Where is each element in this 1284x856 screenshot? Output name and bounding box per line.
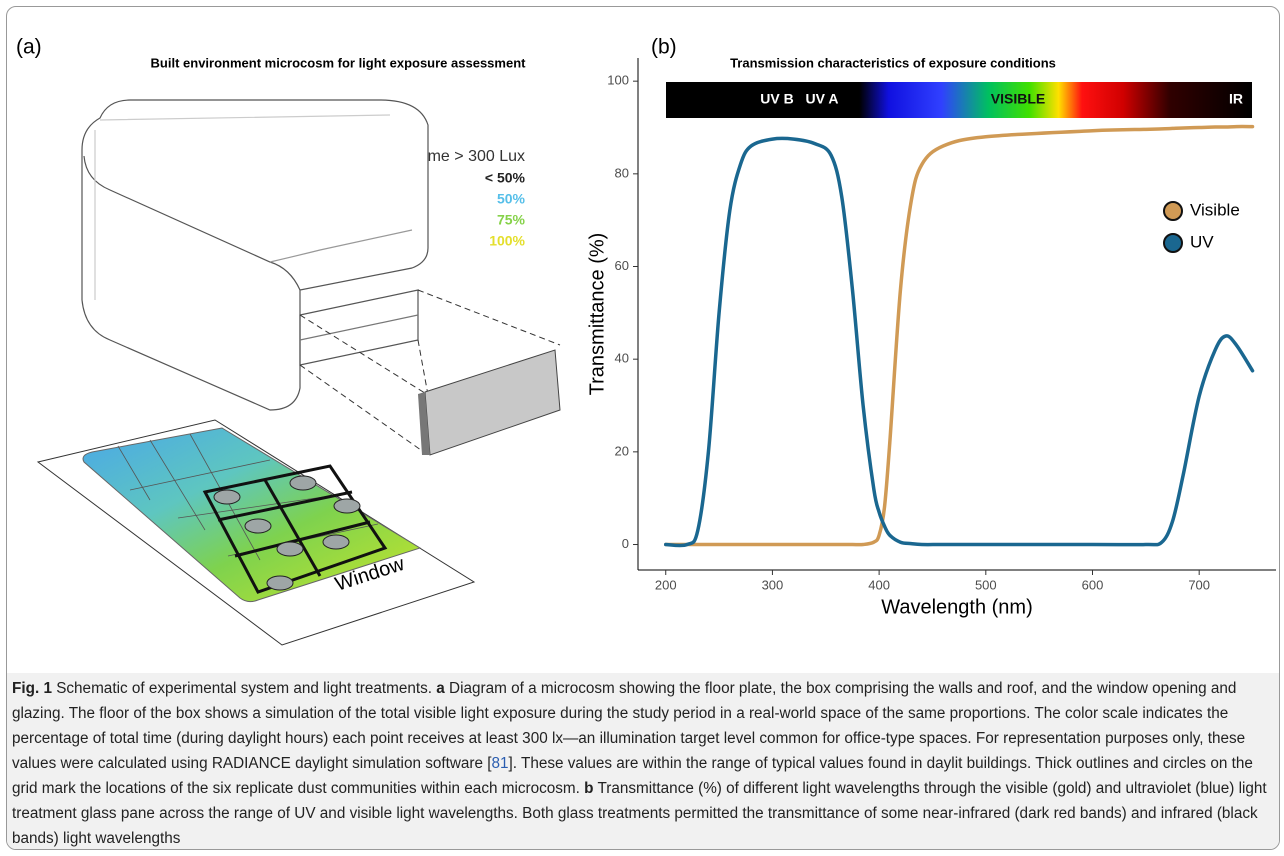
y-tick-label: 20 bbox=[615, 443, 629, 458]
caption-text: ]. These values are within the range of … bbox=[12, 755, 1253, 797]
glazing-pane bbox=[424, 349, 561, 456]
legend-item: < 50% bbox=[485, 170, 526, 186]
legend-item: 50% bbox=[497, 191, 526, 207]
caption-background bbox=[7, 673, 1279, 849]
caption-text: Diagram of a microcosm showing the floor… bbox=[12, 680, 1246, 772]
data-line bbox=[663, 124, 1255, 547]
panel-title: Built environment microcosm for light ex… bbox=[151, 55, 527, 70]
y-tick-label: 0 bbox=[622, 536, 629, 551]
citation[interactable]: 81 bbox=[491, 755, 509, 772]
x-tick-label: 400 bbox=[868, 577, 890, 592]
panel-label: (a) bbox=[16, 36, 42, 59]
spectrum-label: IR bbox=[1229, 91, 1243, 107]
figure-label: Fig. 1 bbox=[12, 680, 52, 697]
figure: (a) Built environment microcosm for ligh… bbox=[16, 36, 1276, 646]
x-tick-label: 200 bbox=[655, 577, 677, 592]
x-tick-label: 600 bbox=[1082, 577, 1104, 592]
legend-marker bbox=[1163, 233, 1183, 253]
y-tick-label: 100 bbox=[607, 73, 629, 88]
legend-marker bbox=[1163, 201, 1183, 221]
caption-text: Transmittance (%) of different light wav… bbox=[12, 780, 1267, 847]
legend-item: 75% bbox=[497, 212, 526, 228]
panel-label: (b) bbox=[651, 36, 677, 59]
panel-ref: a bbox=[436, 680, 445, 697]
floor-simulation bbox=[82, 427, 422, 603]
y-tick-label: 40 bbox=[615, 351, 629, 366]
data-line bbox=[663, 136, 1255, 548]
legend-label: Visible bbox=[1190, 200, 1240, 219]
legend-item: 100% bbox=[489, 233, 525, 249]
x-axis-title: Wavelength (nm) bbox=[881, 596, 1033, 618]
legend-title: % Time > 300 Lux bbox=[396, 148, 525, 165]
y-tick-label: 60 bbox=[615, 258, 629, 273]
x-tick-label: 500 bbox=[975, 577, 997, 592]
caption: Fig. 1 Schematic of experimental system … bbox=[12, 676, 1267, 851]
x-tick-label: 300 bbox=[762, 577, 784, 592]
microcosm-box bbox=[81, 99, 429, 411]
spectrum-label: UV A bbox=[806, 91, 839, 107]
y-tick-label: 80 bbox=[615, 165, 629, 180]
figure-frame bbox=[6, 6, 1280, 850]
spectrum-label: VISIBLE bbox=[991, 91, 1045, 107]
spectrum-bar bbox=[666, 82, 1252, 118]
caption-text: Schematic of experimental system and lig… bbox=[51, 680, 437, 697]
sample-cells bbox=[202, 464, 388, 594]
spectrum-label: UV B bbox=[760, 91, 793, 107]
legend-label: UV bbox=[1190, 232, 1214, 251]
chart-title: Transmission characteristics of exposure… bbox=[730, 55, 1056, 70]
y-axis-title: Transmittance (%) bbox=[586, 233, 608, 396]
glazing-edge bbox=[418, 392, 430, 455]
x-tick-label: 700 bbox=[1188, 577, 1210, 592]
panel-ref: b bbox=[584, 780, 594, 797]
sample-circles bbox=[213, 475, 361, 591]
